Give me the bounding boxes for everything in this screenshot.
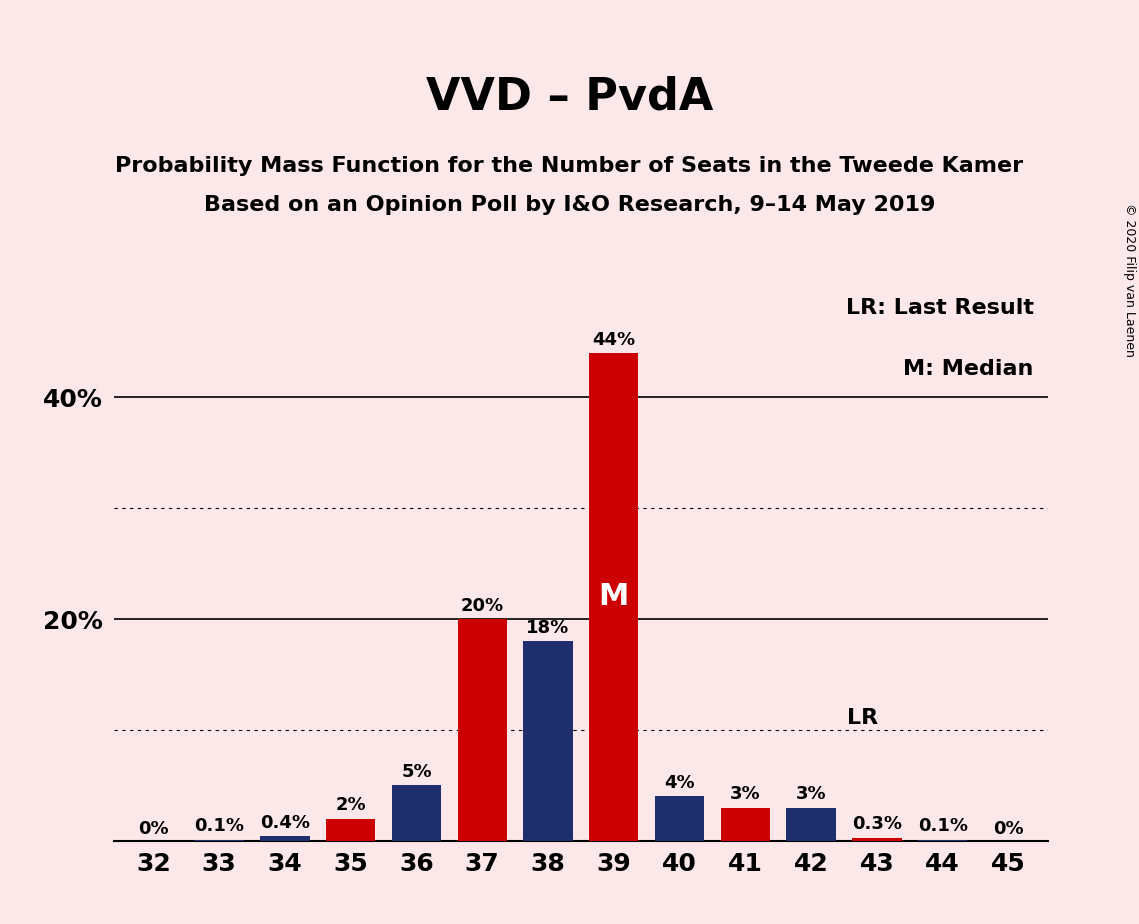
Text: 44%: 44%	[592, 331, 636, 348]
Text: 4%: 4%	[664, 774, 695, 792]
Text: M: Median: M: Median	[903, 359, 1034, 379]
Text: 20%: 20%	[460, 597, 503, 614]
Text: 5%: 5%	[401, 763, 432, 781]
Text: 0%: 0%	[138, 820, 169, 837]
Text: 0.1%: 0.1%	[918, 818, 968, 835]
Text: M: M	[599, 582, 629, 612]
Text: Probability Mass Function for the Number of Seats in the Tweede Kamer: Probability Mass Function for the Number…	[115, 156, 1024, 176]
Text: 2%: 2%	[335, 796, 366, 814]
Bar	[458, 619, 507, 841]
Text: Based on an Opinion Poll by I&O Research, 9–14 May 2019: Based on an Opinion Poll by I&O Research…	[204, 195, 935, 215]
Text: VVD – PvdA: VVD – PvdA	[426, 76, 713, 118]
Bar	[326, 819, 376, 841]
Text: 0.3%: 0.3%	[852, 815, 902, 833]
Bar	[786, 808, 836, 841]
Text: 0%: 0%	[993, 820, 1024, 837]
Bar	[918, 840, 967, 841]
Bar	[655, 796, 704, 841]
Bar	[523, 641, 573, 841]
Bar	[195, 840, 244, 841]
Text: LR: LR	[847, 708, 878, 728]
Text: LR: Last Result: LR: Last Result	[846, 298, 1034, 318]
Text: 3%: 3%	[730, 785, 761, 803]
Text: 3%: 3%	[796, 785, 827, 803]
Bar	[589, 353, 639, 841]
Text: 18%: 18%	[526, 619, 570, 637]
Bar	[260, 836, 310, 841]
Text: 0.4%: 0.4%	[260, 814, 310, 832]
Text: 0.1%: 0.1%	[194, 818, 244, 835]
Bar	[852, 837, 902, 841]
Bar	[392, 785, 441, 841]
Bar	[721, 808, 770, 841]
Text: © 2020 Filip van Laenen: © 2020 Filip van Laenen	[1123, 203, 1137, 358]
